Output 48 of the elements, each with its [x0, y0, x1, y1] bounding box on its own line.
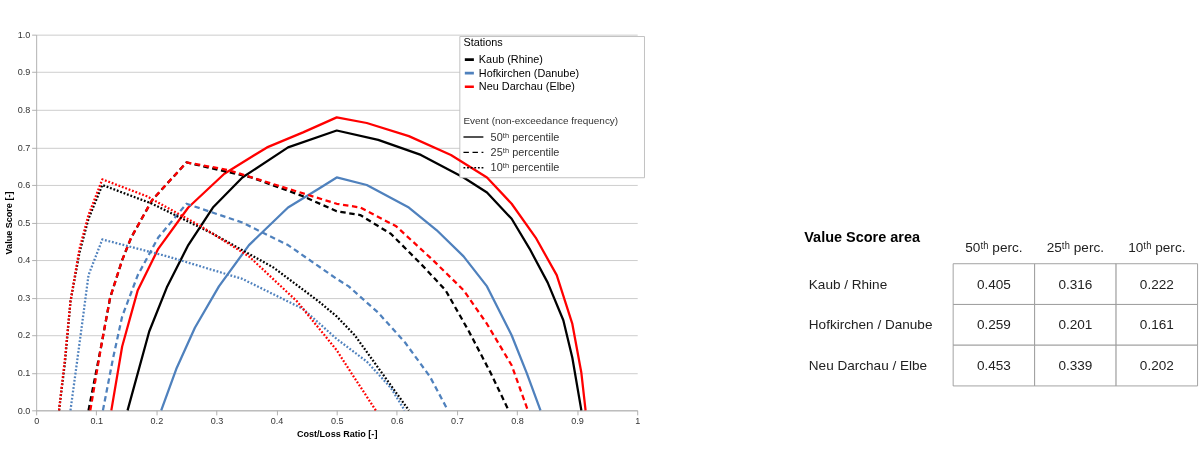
x-tick-label: 0 [34, 416, 40, 427]
y-tick-label: 0.4 [17, 255, 31, 266]
annotation: 10ᵗʰ percentile [490, 161, 560, 174]
x-tick-label: 0.5 [330, 416, 344, 427]
x-tick-label: 0.3 [210, 416, 224, 427]
x-tick-label: 0.2 [150, 416, 164, 427]
annotation: Event (non-exceedance frequency) [463, 115, 619, 127]
y-tick-label: 0.0 [17, 405, 31, 416]
x-tick-label: 0.7 [451, 416, 464, 427]
x-tick-label: 50ᵗʰ perc. [965, 240, 1023, 256]
x-tick-label: 0.4 [270, 416, 284, 427]
data-label: 0.161 [1139, 317, 1174, 333]
y-tick-label: 0.2 [17, 330, 31, 341]
data-label: 0.202 [1139, 358, 1174, 374]
legend-label: Kaub (Rhine) [478, 53, 543, 66]
data-label: 0.405 [976, 276, 1011, 292]
y-tick-label: Hofkirchen / Danube [808, 317, 933, 333]
y-tick-label: 0.9 [17, 67, 31, 78]
data-label: 0.339 [1058, 358, 1093, 374]
x-tick-label: 25ᵗʰ perc. [1046, 240, 1104, 256]
annotation: 50ᵗʰ percentile [490, 130, 560, 143]
x-tick-label: 0.1 [90, 416, 104, 427]
y-tick-label: Neu Darchau / Elbe [808, 358, 928, 374]
x-tick-label: 0.9 [571, 416, 584, 427]
chart-title: Value Score area [804, 228, 922, 245]
x-tick-label: 0.6 [391, 416, 404, 427]
legend-label: Neu Darchau (Elbe) [478, 80, 575, 93]
y-tick-label: 0.3 [17, 292, 31, 303]
annotation: 25ᵗʰ percentile [490, 146, 560, 159]
x-tick-label: 1 [635, 416, 641, 427]
x-axis-title: Cost/Loss Ratio [-] [296, 429, 378, 440]
x-tick-label: 0.8 [511, 416, 524, 427]
y-tick-label: Kaub / Rhine [808, 276, 888, 292]
data-label: 0.222 [1139, 276, 1174, 292]
legend-label: Hofkirchen (Danube) [478, 66, 580, 79]
data-label: 0.453 [976, 358, 1011, 374]
y-tick-label: 0.7 [17, 142, 31, 153]
x-tick-label: 10ᵗʰ perc. [1128, 240, 1186, 256]
y-tick-label: 0.8 [17, 105, 31, 116]
y-tick-label: 0.6 [17, 180, 31, 191]
y-tick-label: 1.0 [17, 29, 31, 40]
data-label: 0.201 [1058, 317, 1093, 333]
y-axis-title: Value Score [-] [4, 191, 15, 255]
y-tick-label: 0.5 [17, 217, 31, 228]
legend-title: Stations [463, 36, 504, 49]
data-label: 0.316 [1058, 276, 1093, 292]
y-tick-label: 0.1 [17, 367, 31, 378]
data-label: 0.259 [976, 317, 1011, 333]
